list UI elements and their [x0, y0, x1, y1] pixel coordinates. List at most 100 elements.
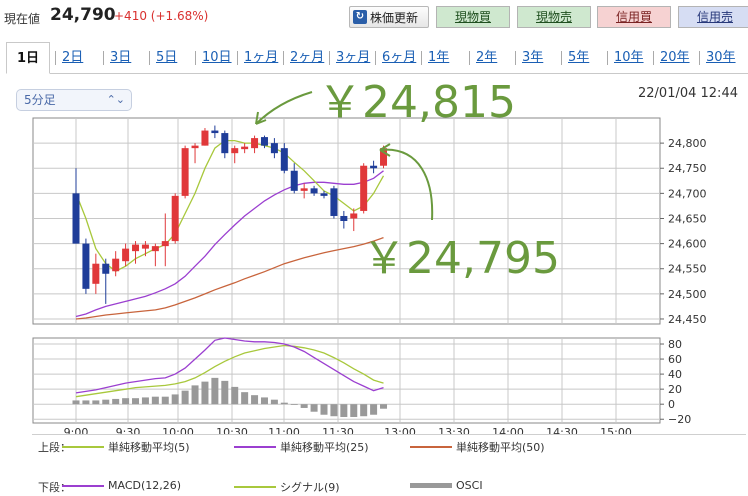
osci-bar — [320, 404, 328, 415]
tab-separator — [699, 51, 700, 65]
osci-bar — [231, 386, 239, 405]
x-tick-label: 13:30 — [438, 426, 470, 434]
chart-legend: 上段： 単純移動平均(5) 単純移動平均(25) 単純移動平均(50) 下段： … — [32, 434, 746, 496]
tab-9[interactable]: 1年 — [428, 50, 450, 65]
legend-macd-label: MACD(12,26) — [108, 479, 182, 492]
candle-body — [270, 143, 278, 154]
tab-12[interactable]: 5年 — [568, 50, 590, 65]
legend-ma25: 単純移動平均(25) — [234, 439, 369, 455]
osci-bar — [270, 399, 278, 405]
last-arrowhead — [379, 143, 391, 157]
tab-13[interactable]: 10年 — [614, 50, 644, 65]
legend-upper-row: 上段： 単純移動平均(5) 単純移動平均(25) 単純移動平均(50) — [32, 435, 746, 455]
osci-bar — [151, 396, 159, 405]
osci-bar — [350, 404, 358, 417]
candle-body — [310, 188, 318, 194]
candle-body — [132, 244, 140, 252]
osci-bar — [310, 404, 318, 412]
candle-body — [370, 165, 378, 169]
high-callout: ￥24,815 — [318, 77, 516, 128]
osci-bar — [161, 396, 169, 405]
legend-ma5-label: 単純移動平均(5) — [108, 441, 190, 454]
tab-8[interactable]: 6ヶ月 — [382, 50, 417, 65]
legend-osci-label: OSCI — [456, 479, 483, 492]
osci-bar — [290, 404, 298, 405]
tab-7[interactable]: 3ヶ月 — [336, 50, 371, 65]
tab-separator — [375, 51, 376, 65]
candle-body — [112, 258, 120, 272]
tab-separator — [195, 51, 196, 65]
refresh-price-button[interactable]: ↻ 株価更新 — [349, 6, 429, 28]
y-tick-label: 24,600 — [668, 238, 707, 251]
macd-y-tick-label: 0 — [668, 398, 675, 411]
legend-ma50-line — [410, 446, 452, 448]
x-tick-label: 10:00 — [162, 426, 194, 434]
tab-5[interactable]: 1ヶ月 — [244, 50, 279, 65]
tab-1[interactable]: 2日 — [62, 50, 84, 65]
refresh-icon: ↻ — [353, 10, 367, 24]
x-tick-label: 9:00 — [64, 426, 89, 434]
legend-macd: MACD(12,26) — [62, 479, 181, 492]
chevron-updown-icon: ⌃⌄ — [106, 93, 125, 106]
osci-bar — [251, 395, 259, 405]
tab-separator — [653, 51, 654, 65]
y-tick-label: 24,650 — [668, 212, 707, 225]
tab-11[interactable]: 3年 — [522, 50, 544, 65]
legend-lower-row: 下段： MACD(12,26) シグナル(9) OSCI — [32, 475, 746, 495]
x-tick-label: 11:30 — [322, 426, 354, 434]
y-tick-label: 24,750 — [668, 162, 707, 175]
refresh-label: 株価更新 — [370, 10, 419, 25]
candle-body — [290, 170, 298, 191]
current-price: 24,790 — [50, 5, 116, 25]
osci-bar — [280, 402, 288, 405]
tab-15[interactable]: 30年 — [706, 50, 736, 65]
candle-body — [221, 133, 229, 154]
tab-10[interactable]: 2年 — [476, 50, 498, 65]
margin-sell-button[interactable]: 信用売 — [678, 6, 748, 28]
ma50-line — [75, 236, 384, 320]
macd-y-tick-label: 20 — [668, 383, 682, 396]
legend-ma25-label: 単純移動平均(25) — [280, 441, 369, 454]
legend-osci: OSCI — [410, 479, 483, 492]
margin-buy-button[interactable]: 信用買 — [597, 6, 671, 28]
tab-separator — [329, 51, 330, 65]
candle-body — [380, 148, 388, 166]
osci-bar — [201, 381, 209, 405]
legend-lower-label: 下段： — [38, 481, 71, 494]
tab-14[interactable]: 20年 — [660, 50, 690, 65]
price-label: 現在値 — [4, 12, 41, 26]
tab-separator — [55, 51, 56, 65]
osci-bar — [72, 400, 80, 405]
legend-macd-line — [62, 484, 104, 487]
y-tick-label: 24,550 — [668, 263, 707, 276]
candle-body — [231, 148, 239, 154]
legend-ma50: 単純移動平均(50) — [410, 439, 545, 455]
cash-sell-button[interactable]: 現物売 — [517, 6, 591, 28]
candle-body — [181, 148, 189, 196]
osci-bar — [112, 398, 120, 405]
tab-0[interactable]: 1日 — [6, 42, 50, 74]
osci-bar — [171, 394, 179, 405]
candle-interval-select[interactable]: 5分足 ⌃⌄ — [16, 89, 132, 111]
legend-ma50-label: 単純移動平均(50) — [456, 441, 545, 454]
candle-body — [82, 243, 90, 289]
macd-y-tick-label: 60 — [668, 353, 682, 366]
tab-4[interactable]: 10日 — [202, 50, 232, 65]
osci-bar — [330, 404, 338, 417]
tab-separator — [283, 51, 284, 65]
candle-body — [350, 213, 358, 219]
candle-body — [320, 193, 328, 196]
cash-buy-button[interactable]: 現物買 — [436, 6, 510, 28]
osci-bar — [122, 398, 130, 405]
candle-body — [201, 130, 209, 146]
candle-body — [151, 246, 159, 252]
last-arrow — [379, 148, 434, 221]
y-tick-label: 24,800 — [668, 137, 707, 150]
candle-body — [241, 146, 249, 150]
osci-bar — [260, 397, 268, 405]
candle-body — [122, 248, 130, 262]
tab-6[interactable]: 2ヶ月 — [290, 50, 325, 65]
macd-y-tick-label: −20 — [668, 413, 691, 426]
tab-2[interactable]: 3日 — [110, 50, 132, 65]
tab-3[interactable]: 5日 — [156, 50, 178, 65]
